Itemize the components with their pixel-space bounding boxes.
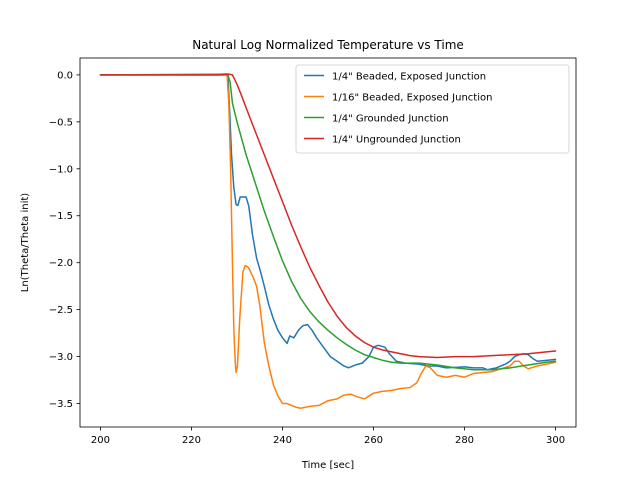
legend-label-2: 1/4" Grounded Junction	[332, 114, 449, 125]
y-tick-label: 0.0	[57, 70, 73, 81]
series-line-2	[99, 74, 557, 371]
x-tick-label: 260	[364, 435, 383, 446]
y-tick-label: −0.5	[49, 117, 73, 128]
y-axis-label: Ln(Theta/Theta init)	[20, 193, 31, 292]
x-tick-label: 300	[546, 435, 565, 446]
x-tick-label: 220	[182, 435, 201, 446]
x-tick-label: 280	[455, 435, 474, 446]
x-axis-label: Time [sec]	[301, 460, 354, 471]
legend: 1/4" Beaded, Exposed Junction 1/16" Beade…	[295, 64, 570, 154]
y-tick-label: −3.5	[49, 399, 73, 410]
series-layer	[99, 73, 557, 409]
y-tick-label: −3.0	[49, 352, 73, 363]
plot-area-frame	[79, 57, 577, 428]
x-tick-label: 200	[91, 435, 110, 446]
series-line-1	[99, 73, 557, 409]
chart-title: Natural Log Normalized Temperature vs Ti…	[192, 38, 464, 52]
y-tick-label: −1.5	[49, 211, 73, 222]
legend-label-3: 1/4" Ungrounded Junction	[332, 135, 461, 146]
y-axis: 0.0 −0.5 −1.0 −1.5 −2.0 −2.5 −3.0 −3.5	[49, 70, 80, 410]
series-line-0	[99, 74, 557, 371]
x-axis: 200 220 240 260 280 300	[91, 427, 565, 446]
legend-box	[295, 64, 570, 154]
y-tick-label: −2.5	[49, 305, 73, 316]
x-tick-label: 240	[273, 435, 292, 446]
y-tick-label: −2.0	[49, 258, 73, 269]
series-line-3	[99, 73, 557, 359]
y-tick-label: −1.0	[49, 164, 73, 175]
legend-label-0: 1/4" Beaded, Exposed Junction	[332, 72, 486, 83]
legend-label-1: 1/16" Beaded, Exposed Junction	[332, 93, 492, 104]
